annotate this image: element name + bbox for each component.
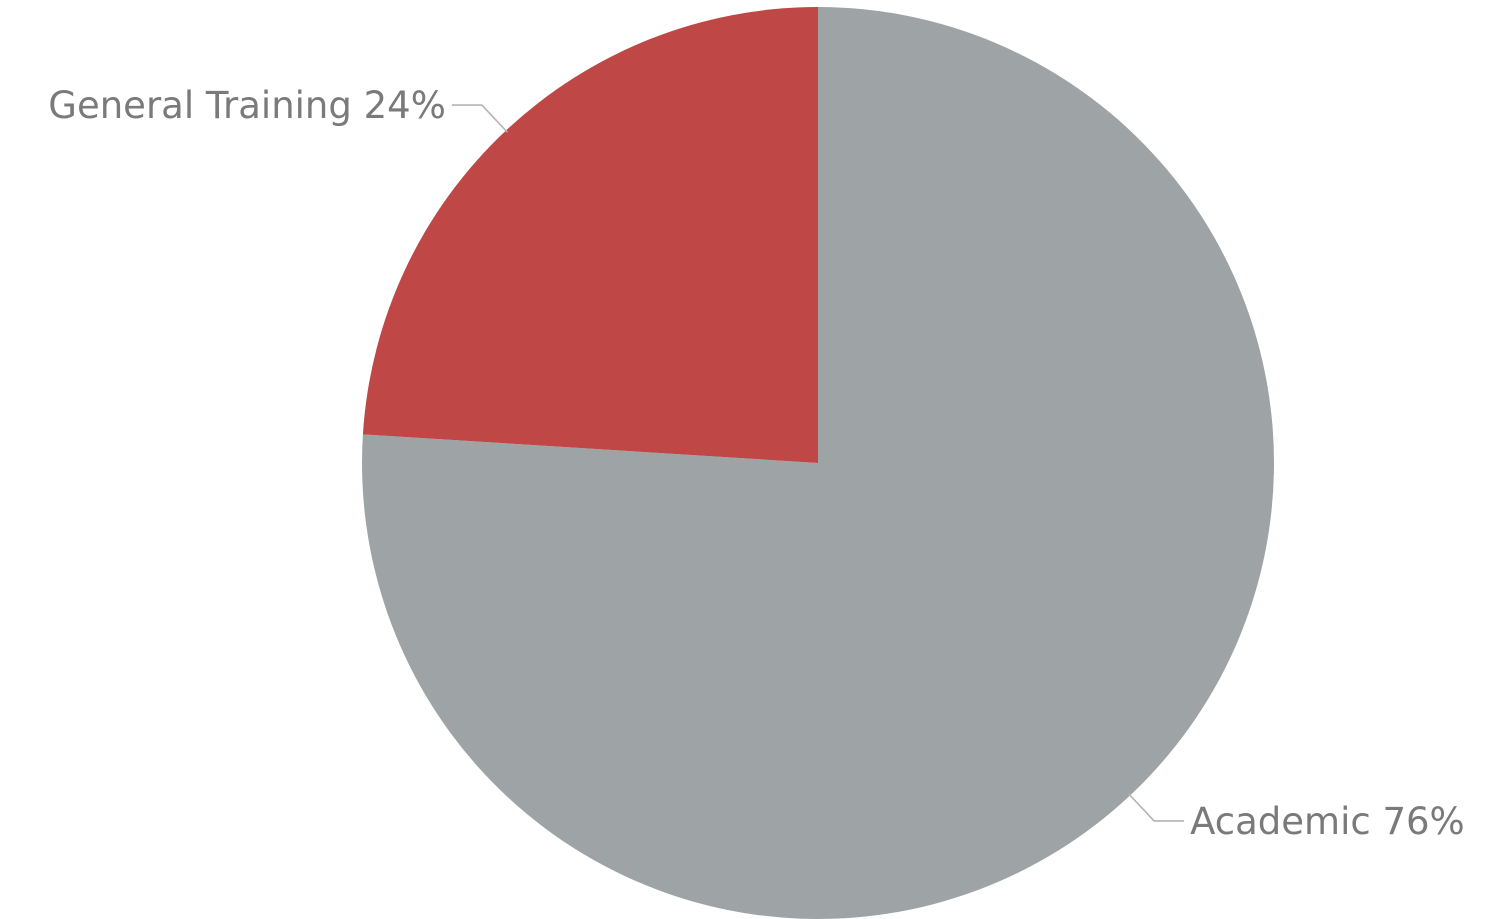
pie-slices	[361, 7, 1275, 919]
slice-label-academic: Academic 76%	[1190, 800, 1465, 843]
leader-line-academic	[1128, 793, 1185, 822]
slice-label-general-training: General Training 24%	[48, 84, 446, 127]
pie-labels: Academic 76% General Training 24%	[48, 84, 1464, 843]
pie-slice-general-training	[362, 7, 818, 463]
leader-line-general-training	[451, 104, 508, 133]
